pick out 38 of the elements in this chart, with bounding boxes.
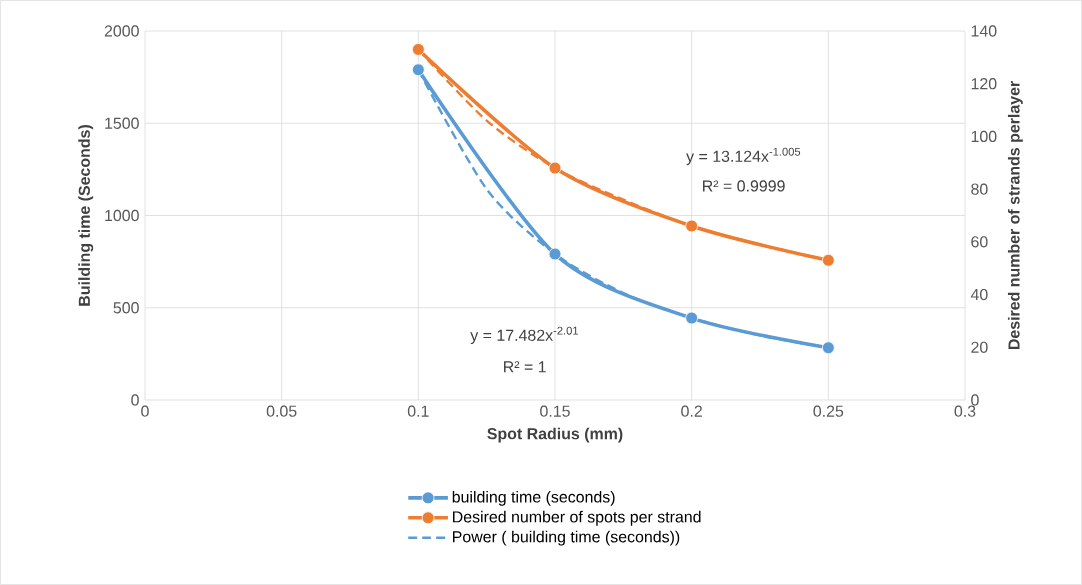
- x-tick-label: 0: [141, 405, 149, 417]
- legend-label: Power ( building time (seconds)): [453, 530, 680, 546]
- point: [548, 161, 562, 175]
- point: [685, 311, 699, 325]
- annotation: y = 13.124x$^{-1.005}$: [686, 147, 801, 166]
- y2-tick-label: 80: [971, 183, 988, 195]
- x-tick-label: 0.15: [540, 405, 570, 417]
- x-tick-label: 0.3: [954, 405, 976, 417]
- y2-tick-label: 140: [971, 25, 997, 37]
- y2-tick-label: 0: [971, 394, 979, 406]
- annotation: y = 17.482x$^{-2.01}$: [470, 326, 579, 345]
- point: [685, 219, 699, 233]
- x-axis-title: Spot Radius (mm): [487, 427, 623, 443]
- point: [411, 63, 425, 77]
- annotation: R² = 0.9999: [703, 180, 785, 192]
- y2-tick-label: 100: [971, 130, 997, 143]
- x-tick-label: 0.05: [266, 405, 297, 417]
- y-tick-label: 1500: [105, 117, 139, 129]
- legend-label: building time (seconds): [452, 490, 615, 506]
- point: [821, 341, 835, 355]
- point: [821, 253, 835, 267]
- y-tick-label: 2000: [104, 25, 139, 37]
- point: [411, 43, 425, 56]
- y-tick-label: 1000: [105, 209, 139, 222]
- annotation: R² = 1: [504, 361, 546, 373]
- x-tick-label: 0.1: [407, 405, 429, 417]
- y2-tick-label: 120: [971, 78, 997, 90]
- y2-tick-label: 20: [971, 341, 988, 353]
- point: [548, 247, 562, 261]
- x-tick-label: 0.2: [681, 405, 702, 417]
- legend-label: Desired number of spots per strand: [453, 510, 701, 526]
- y-tick-label: 0: [131, 394, 139, 406]
- x-tick-label: 0.25: [813, 405, 844, 417]
- y2-tick-label: 40: [970, 288, 988, 301]
- y2-axis-title: Desired number of strands perlayer: [1007, 81, 1023, 350]
- y2-tick-label: 60: [971, 236, 988, 248]
- y-tick-label: 500: [113, 302, 139, 314]
- y-axis-title: Building time (Seconds): [78, 125, 94, 306]
